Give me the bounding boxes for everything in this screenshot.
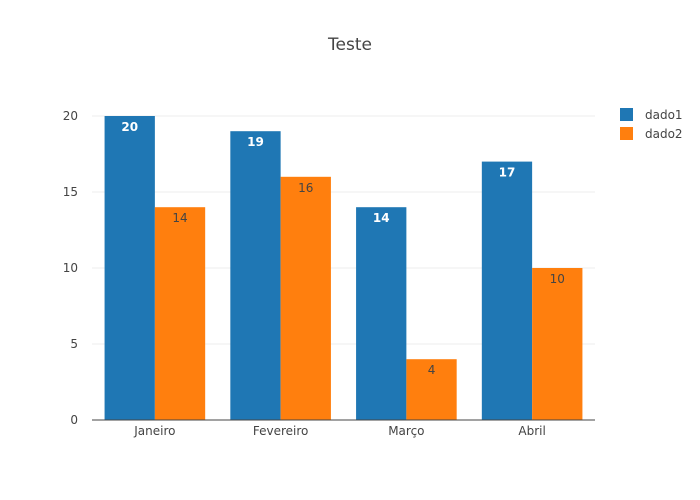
chart-title: Teste <box>327 35 372 55</box>
legend-item-dado2[interactable]: dado2 <box>620 127 683 141</box>
data-label-dado1-3: 14 <box>373 211 390 225</box>
legend-item-dado1[interactable]: dado1 <box>620 108 683 122</box>
y-tick-label: 10 <box>63 261 78 275</box>
data-label-dado1-2: 19 <box>247 135 264 149</box>
y-tick-label: 20 <box>63 109 78 123</box>
x-tick-label: Abril <box>518 424 545 438</box>
data-label-dado1-1: 20 <box>121 120 138 134</box>
bar-dado1-3[interactable] <box>356 207 407 420</box>
bar-dado1-1[interactable] <box>104 116 155 420</box>
x-tick-label: Janeiro <box>133 424 175 438</box>
y-axis-ticks: 0 5 10 15 20 <box>63 109 78 427</box>
data-label-dado2-1: 14 <box>172 211 187 225</box>
data-label-dado2-3: 4 <box>428 363 436 377</box>
x-axis-ticks: Janeiro Fevereiro Março Abril <box>133 424 546 438</box>
legend-swatch <box>620 127 633 140</box>
legend-label: dado1 <box>645 108 683 122</box>
y-tick-label: 5 <box>70 337 78 351</box>
bar-dado2-4[interactable] <box>532 268 583 420</box>
y-tick-label: 0 <box>70 413 78 427</box>
bar-dado2-1[interactable] <box>154 207 206 420</box>
data-labels: 20 14 19 16 14 4 17 10 <box>121 120 565 377</box>
bar-dado1-4[interactable] <box>481 161 533 420</box>
bar-dado2-3[interactable] <box>406 359 457 420</box>
legend-label: dado2 <box>645 127 683 141</box>
bar-dado1-2[interactable] <box>230 131 281 420</box>
bars <box>104 116 583 420</box>
data-label-dado1-4: 17 <box>499 166 516 180</box>
data-label-dado2-4: 10 <box>550 272 565 286</box>
data-label-dado2-2: 16 <box>298 181 313 195</box>
bar-dado2-2[interactable] <box>280 176 331 420</box>
x-tick-label: Fevereiro <box>253 424 309 438</box>
y-tick-label: 15 <box>63 185 78 199</box>
x-tick-label: Março <box>388 424 424 438</box>
legend-swatch <box>620 108 633 121</box>
legend[interactable]: dado1 dado2 <box>620 108 683 141</box>
